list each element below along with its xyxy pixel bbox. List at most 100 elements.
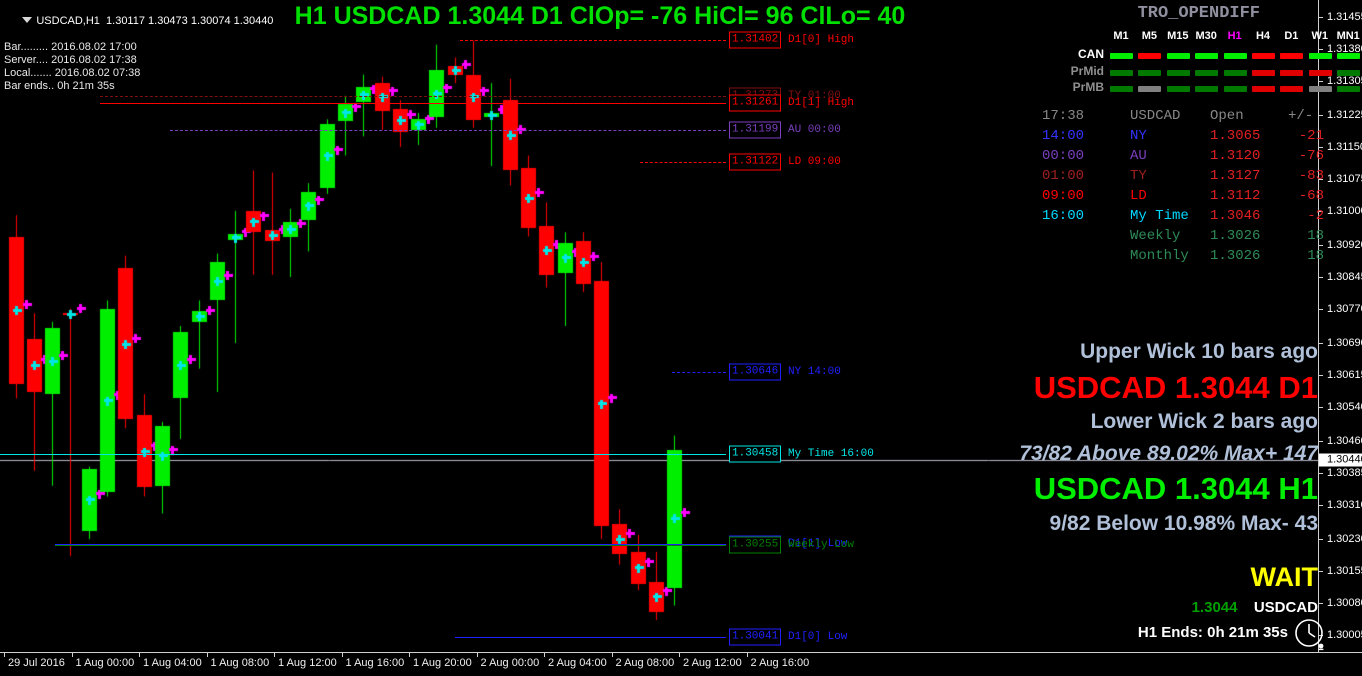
lower-wick-label: Lower Wick 2 bars ago: [1090, 410, 1318, 433]
tro-cell-prmid-h1[interactable]: [1223, 70, 1247, 76]
tro-cell-prmid-m1[interactable]: [1110, 70, 1133, 76]
price-level-line[interactable]: [100, 103, 726, 104]
tro-cell-can-m15[interactable]: [1166, 53, 1190, 59]
symbol-ohlc-row[interactable]: USDCAD,H1 1.30117 1.30473 1.30074 1.3044…: [4, 2, 273, 41]
tro-cell-prmid-d1[interactable]: [1280, 70, 1304, 76]
tro-cell-prmb-h4[interactable]: [1252, 86, 1275, 92]
open-row-name: NY: [1130, 128, 1147, 144]
time-tick-mark: [139, 653, 140, 657]
price-level-value[interactable]: 1.31122: [729, 153, 782, 171]
price-tick-mark: [1319, 308, 1323, 310]
price-axis[interactable]: 1.31455 1.31380 1.31305 1.31225 1.31150 1.310…: [1318, 0, 1362, 652]
chevron-down-icon[interactable]: [22, 17, 33, 24]
candlestick-canvas[interactable]: [0, 0, 1318, 652]
time-axis[interactable]: 29 Jul 2016 1 Aug 00:00 1 Aug 04:00 1 Aug 0…: [0, 652, 1362, 676]
price-level-line[interactable]: [672, 372, 726, 373]
timeframe-header-d1[interactable]: D1: [1284, 30, 1299, 42]
timeframe-header-m5[interactable]: M5: [1141, 30, 1158, 42]
current-price-tag: 1.30440: [1319, 453, 1362, 467]
price-tick-label: 1.30920: [1327, 239, 1362, 252]
price-tick-label: 1.31150: [1327, 141, 1362, 154]
tro-cell-can-m30[interactable]: [1195, 53, 1219, 59]
bar-ends-row: Bar ends.. 0h 21m 35s: [4, 80, 115, 92]
tro-opendiff-panel: TRO_OPENDIFF M1 M5 M15 M30 H1 H4 D1 W1 MN1 CAN PrM…: [0, 0, 1361, 110]
tro-cell-can-h1[interactable]: [1223, 53, 1247, 59]
time-tick-label: 1 Aug 12:00: [278, 657, 337, 669]
tro-cell-can-w1[interactable]: [1308, 53, 1332, 59]
price-tick-label: 1.30230: [1327, 533, 1362, 546]
h1-signal-label: USDCAD 1.3044 H1: [1033, 471, 1318, 506]
tro-cell-prmb-m15[interactable]: [1166, 86, 1190, 92]
tro-cell-prmb-m5[interactable]: [1138, 86, 1162, 92]
tro-cell-prmb-w1[interactable]: [1308, 86, 1332, 92]
open-row-diff: -21: [1298, 128, 1324, 144]
tro-cell-prmb-d1[interactable]: [1280, 86, 1304, 92]
price-level-line[interactable]: [0, 454, 726, 455]
open-row-name: AU: [1130, 148, 1147, 164]
price-level-value[interactable]: 1.31199: [729, 121, 782, 139]
time-tick-mark: [746, 653, 748, 657]
timeframe-header-h4[interactable]: H4: [1255, 30, 1271, 42]
tro-cell-prmid-mn1[interactable]: [1337, 70, 1361, 76]
open-table-header-time: 17:38: [1041, 108, 1084, 124]
timeframe-header-m15[interactable]: M15: [1167, 30, 1189, 42]
tro-cell-can-mn1[interactable]: [1337, 53, 1361, 59]
price-level-line[interactable]: [100, 96, 726, 97]
price-level-value[interactable]: 1.30041: [729, 628, 782, 646]
timeframe-header-w1[interactable]: W1: [1311, 30, 1329, 42]
timeframe-header-m1[interactable]: M1: [1113, 30, 1129, 42]
tro-cell-prmid-m5[interactable]: [1138, 70, 1162, 76]
tro-cell-prmb-m1[interactable]: [1110, 86, 1133, 92]
price-tick-mark: [1319, 406, 1323, 408]
price-tick-mark: [1319, 276, 1323, 278]
price-level-line[interactable]: [55, 544, 726, 545]
open-row-open: 1.3046: [1210, 208, 1261, 224]
price-level-line[interactable]: [170, 130, 726, 131]
price-level-line[interactable]: [460, 40, 726, 41]
time-tick-mark: [206, 653, 208, 657]
bar-time-row: Bar......... 2016.08.02 17:00: [4, 41, 137, 53]
tro-cell-prmid-h4[interactable]: [1252, 70, 1275, 76]
price-level-value[interactable]: 1.31261: [729, 94, 782, 112]
price-tick-label: 1.30690: [1327, 337, 1362, 350]
tro-cell-prmb-m30[interactable]: [1195, 86, 1219, 92]
price-level-value[interactable]: 1.30458: [729, 445, 782, 463]
open-row-name: Weekly: [1130, 228, 1181, 244]
tro-cell-can-d1[interactable]: [1280, 53, 1304, 59]
price-level-line[interactable]: [55, 545, 726, 546]
price-level-value[interactable]: 1.30255: [729, 536, 782, 554]
timeframe-header-m30[interactable]: M30: [1195, 30, 1217, 42]
tro-row-label-can: CAN: [1078, 47, 1104, 61]
open-table-header-open: Open: [1210, 108, 1244, 124]
current-price-row: 1.3044 USDCAD: [1192, 599, 1318, 616]
price-tick-mark: [1319, 147, 1323, 149]
tro-cell-can-h4[interactable]: [1252, 53, 1275, 59]
time-tick-mark: [544, 653, 545, 657]
price-level-line[interactable]: [640, 162, 726, 163]
price-level-value[interactable]: 1.31402: [729, 31, 782, 49]
open-row-time: 14:00: [1041, 128, 1084, 144]
time-tick-label: 2 Aug 08:00: [615, 657, 675, 669]
tro-cell-prmb-h1[interactable]: [1223, 86, 1247, 92]
tro-cell-can-m1[interactable]: [1110, 53, 1133, 59]
tro-cell-prmid-m30[interactable]: [1195, 70, 1219, 76]
price-level-value[interactable]: 1.30646: [729, 363, 782, 381]
open-row-name: My Time: [1130, 208, 1189, 224]
price-level-name: LD 09:00: [788, 156, 841, 168]
price-tick-mark: [1319, 80, 1323, 82]
tro-cell-prmb-mn1[interactable]: [1337, 86, 1361, 92]
tro-cell-can-m5[interactable]: [1138, 53, 1162, 59]
wait-status-label: WAIT: [1250, 562, 1319, 592]
timeframe-header-h1[interactable]: H1: [1227, 30, 1242, 42]
price-tick-label: 1.30310: [1327, 498, 1362, 511]
tro-cell-prmid-w1[interactable]: [1308, 70, 1332, 76]
timeframe-header-mn1[interactable]: MN1: [1336, 30, 1360, 42]
price-level-name: Weekly Low: [788, 539, 855, 551]
tro-cell-prmid-m15[interactable]: [1166, 70, 1190, 76]
price-level-line[interactable]: [455, 637, 726, 638]
price-tick-label: 1.31075: [1327, 172, 1362, 185]
price-level-name: TY 01:00: [788, 90, 841, 102]
price-level-name: D1[0] High: [788, 34, 855, 46]
